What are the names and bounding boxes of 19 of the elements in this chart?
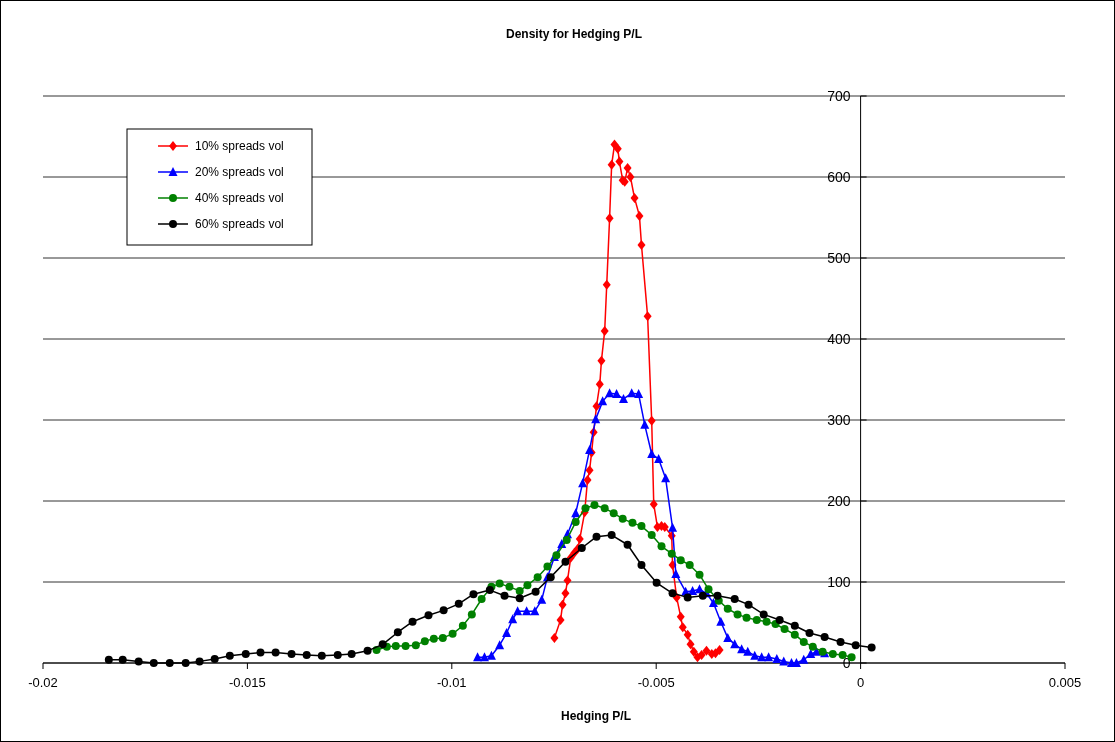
x-tick-label: 0.005 [1048,675,1082,690]
y-tick-label: 300 [827,412,851,428]
x-axis-title: Hedging P/L [561,709,631,723]
legend-label: 60% spreads vol [195,217,284,231]
chart-title: Density for Hedging P/L [505,27,643,41]
x-tick-label: 0 [856,675,865,690]
x-tick-label: -0.02 [28,675,58,690]
y-tick-label: 700 [827,88,851,104]
y-tick-label: 400 [827,331,851,347]
x-tick-label: -0.015 [228,675,266,690]
legend-label: 40% spreads vol [195,191,284,205]
y-tick-label: 100 [827,574,851,590]
y-tick-label: 600 [827,169,851,185]
y-tick-label: 200 [827,493,851,509]
x-tick-label: -0.005 [637,675,675,690]
legend-label: 10% spreads vol [195,139,284,153]
y-tick-label: 500 [827,250,851,266]
legend-label: 20% spreads vol [195,165,284,179]
x-tick-label: -0.01 [436,675,467,690]
